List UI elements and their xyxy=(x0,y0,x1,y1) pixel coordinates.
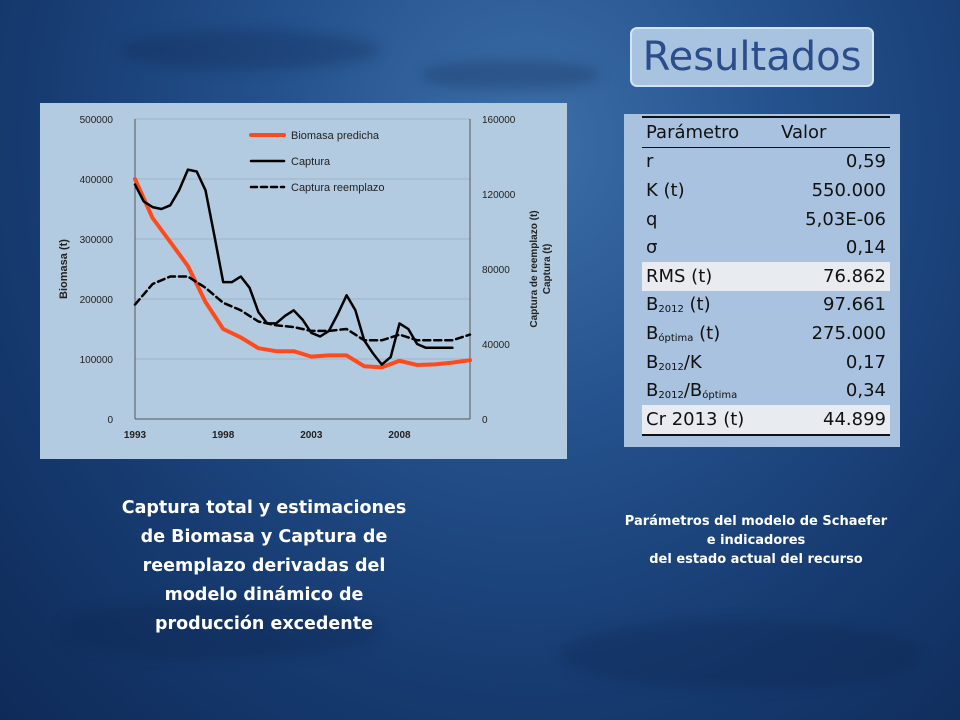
table-row: σ 0,14 xyxy=(642,233,890,262)
param-subscript: 2012 xyxy=(658,304,684,316)
x-tick-label: 2003 xyxy=(300,430,323,441)
y-axis-title: Biomasa (t) xyxy=(58,239,70,299)
chart-panel: 0 100000 200000 300000 400000 500000 0 40000 800… xyxy=(40,103,567,459)
param-name: r xyxy=(642,147,777,176)
table-caption-line: Parámetros del modelo de Schaefer xyxy=(624,514,888,529)
y-tick-label: 0 xyxy=(107,415,113,426)
series-line-captura xyxy=(133,168,454,366)
param-suffix: /K xyxy=(683,351,702,373)
table-row: Cr 2013 (t) 44.899 xyxy=(642,404,890,436)
param-base: σ xyxy=(646,237,658,259)
param-subscript: óptima xyxy=(702,390,738,402)
parameter-table-panel: Parámetro Valor r 0,59 K (t) 550.000 q 5,03E-06… xyxy=(624,114,900,447)
param-name: Cr 2013 (t) xyxy=(642,404,778,436)
param-value: 0,34 xyxy=(845,380,886,402)
series-line-captura-reemplazo xyxy=(133,275,472,342)
param-value: 5,03E-06 xyxy=(805,208,886,230)
y-tick-label: 100000 xyxy=(80,355,114,366)
y2-tick-label: 40000 xyxy=(482,340,510,351)
y2-tick-label: 160000 xyxy=(482,115,516,126)
y2-axis-title: Captura de reemplazo (t) xyxy=(529,210,540,327)
table-caption-line: e indicadores xyxy=(706,533,806,548)
param-subscript: óptima xyxy=(658,332,694,344)
y2-tick-label: 80000 xyxy=(482,265,510,276)
table-header-row: Parámetro Valor xyxy=(642,115,890,148)
param-base: B xyxy=(646,351,659,373)
table-row: q 5,03E-06 xyxy=(642,205,890,234)
slide-title: Resultados xyxy=(642,34,862,80)
param-name: σ xyxy=(642,233,777,262)
param-name: B2012 (t) xyxy=(642,291,777,320)
param-value: 0,59 xyxy=(845,151,886,173)
table-row: B2012/Bóptima 0,34 xyxy=(642,376,890,405)
table-row: K (t) 550.000 xyxy=(642,176,890,205)
param-base: q xyxy=(646,208,658,230)
table-caption-line: del estado actual del recurso xyxy=(649,552,863,567)
param-subscript: 2012 xyxy=(658,390,684,402)
param-value: 0,14 xyxy=(845,237,886,259)
chart-caption: Captura total y estimaciones de Biomasa … xyxy=(121,498,407,634)
legend-label: Captura xyxy=(291,156,331,168)
param-suffix: (t) xyxy=(693,322,721,344)
x-tick-label: 1998 xyxy=(212,430,235,441)
y-tick-label: 200000 xyxy=(80,295,114,306)
param-value: 550.000 xyxy=(811,179,886,201)
param-name: Bóptima (t) xyxy=(642,319,777,348)
table-caption: Parámetros del modelo de Schaefer e indi… xyxy=(600,512,912,569)
param-suffix: /B xyxy=(683,380,703,402)
param-base: K (t) xyxy=(646,179,685,201)
x-tick-label: 1993 xyxy=(124,430,147,441)
parameter-table: Parámetro Valor r 0,59 K (t) 550.000 q 5,03E-06… xyxy=(642,115,890,436)
x-tick-label: 2008 xyxy=(388,430,411,441)
param-suffix: (t) xyxy=(683,294,711,316)
y-tick-label: 500000 xyxy=(80,115,114,126)
y-tick-label: 400000 xyxy=(80,175,114,186)
y2-tick-label: 0 xyxy=(482,415,488,426)
y2-axis-title: Captura (t) xyxy=(542,244,553,295)
table-row: Bóptima (t) 275.000 xyxy=(642,319,890,348)
param-base: B xyxy=(646,380,659,402)
legend-label: Captura reemplazo xyxy=(291,182,385,194)
y2-tick-label: 120000 xyxy=(482,190,516,201)
table-row: RMS (t) 76.862 xyxy=(642,261,890,291)
legend-label: Biomasa predicha xyxy=(291,130,380,142)
param-value: 76.862 xyxy=(777,261,890,291)
slide-title-box: Resultados xyxy=(630,27,874,87)
param-value: 44.899 xyxy=(777,404,890,436)
param-name: q xyxy=(642,205,777,234)
header-value: Valor xyxy=(777,115,890,148)
param-base: r xyxy=(646,151,654,173)
param-value: 0,17 xyxy=(845,351,886,373)
param-name: K (t) xyxy=(642,176,777,205)
param-value: 97.661 xyxy=(823,294,886,316)
param-base: RMS (t) xyxy=(646,265,713,287)
table-row: r 0,59 xyxy=(642,147,890,176)
param-base: B xyxy=(646,322,659,344)
param-name: B2012/Bóptima xyxy=(642,376,777,405)
param-name: B2012/K xyxy=(642,348,777,377)
param-name: RMS (t) xyxy=(642,261,778,291)
param-base: Cr 2013 (t) xyxy=(646,408,745,430)
table-row: B2012/K 0,17 xyxy=(642,348,890,377)
param-subscript: 2012 xyxy=(658,361,684,373)
y-tick-label: 300000 xyxy=(80,235,114,246)
series-line-biomasa-predicha xyxy=(133,177,472,370)
biomass-catch-chart: 0 100000 200000 300000 400000 500000 0 40000 800… xyxy=(58,115,553,441)
header-param: Parámetro xyxy=(642,115,778,148)
param-value: 275.000 xyxy=(811,322,886,344)
table-row: B2012 (t) 97.661 xyxy=(642,291,890,320)
param-base: B xyxy=(646,294,659,316)
